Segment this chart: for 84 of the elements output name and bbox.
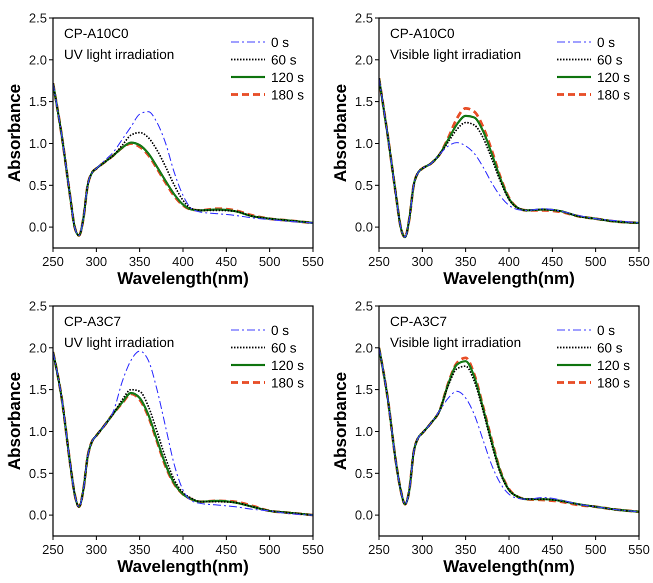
y-axis-title: Absorbance	[331, 84, 350, 182]
x-tick-label: 250	[42, 254, 64, 269]
x-tick-label: 300	[85, 542, 108, 557]
x-axis-title: Wavelength(nm)	[443, 269, 575, 288]
y-tick-label: 1.0	[354, 136, 373, 151]
y-tick-label: 1.0	[28, 136, 47, 151]
y-tick-label: 2.5	[28, 10, 47, 26]
y-tick-label: 2.0	[354, 340, 373, 356]
x-axis-title: Wavelength(nm)	[117, 557, 249, 576]
text: CP-A10C0	[390, 26, 455, 41]
legend-label: 0 s	[271, 323, 290, 338]
y-tick-label: 2.5	[354, 298, 373, 314]
y-tick-label: 2.0	[28, 340, 47, 356]
text: Visible light irradiation	[390, 335, 522, 350]
x-tick-label: 450	[541, 254, 564, 269]
x-tick-label: 300	[85, 254, 108, 269]
x-tick-label: 550	[628, 254, 650, 269]
legend-label: 60 s	[597, 340, 623, 356]
y-tick-label: 0.5	[354, 178, 373, 193]
x-tick-label: 400	[498, 542, 520, 557]
legend-label: 180 s	[271, 376, 304, 390]
y-tick-label: 0.5	[354, 466, 373, 481]
text: Visible light irradiation	[390, 47, 522, 62]
legend-label: 120 s	[597, 70, 630, 85]
y-axis-title: Absorbance	[331, 372, 350, 470]
legend-label: 60 s	[271, 52, 297, 68]
y-tick-label: 2.5	[28, 298, 47, 314]
y-tick-label: 2.0	[28, 52, 47, 68]
x-tick-label: 550	[302, 254, 324, 269]
x-tick-label: 300	[411, 254, 434, 269]
legend-label: 180 s	[597, 376, 630, 390]
y-tick-label: 0.0	[354, 220, 373, 235]
x-tick-label: 450	[541, 542, 564, 557]
x-tick-label: 250	[42, 542, 64, 557]
x-tick-label: 350	[454, 254, 477, 269]
x-tick-label: 300	[411, 542, 434, 557]
legend-label: 60 s	[271, 340, 297, 356]
text: CP-A10C0	[64, 26, 129, 41]
legend-label: 120 s	[271, 70, 304, 85]
x-axis-title: Wavelength(nm)	[443, 557, 575, 576]
y-axis-title: Absorbance	[5, 84, 24, 182]
y-tick-label: 2.0	[354, 52, 373, 68]
x-tick-label: 350	[128, 254, 151, 269]
x-tick-label: 400	[172, 542, 194, 557]
y-tick-label: 0.0	[28, 220, 47, 235]
y-tick-label: 1.5	[28, 94, 47, 110]
x-tick-label: 250	[368, 254, 390, 269]
x-tick-label: 450	[215, 542, 238, 557]
text: CP-A3C7	[390, 314, 448, 329]
legend-label: 120 s	[597, 358, 630, 373]
legend-label: 120 s	[271, 358, 304, 373]
y-tick-label: 2.5	[354, 10, 373, 26]
text: CP-A3C7	[64, 314, 122, 329]
legend-label: 60 s	[597, 52, 623, 68]
y-tick-label: 0.5	[28, 178, 47, 193]
y-tick-label: 0.0	[28, 508, 47, 523]
x-tick-label: 500	[584, 254, 607, 269]
x-tick-label: 400	[498, 254, 520, 269]
y-tick-label: 1.5	[28, 382, 47, 398]
y-tick-label: 0.5	[28, 466, 47, 481]
y-tick-label: 1.0	[28, 424, 47, 439]
x-tick-label: 250	[368, 542, 390, 557]
legend-label: 0 s	[271, 35, 290, 50]
y-tick-label: 1.5	[354, 382, 373, 398]
y-tick-label: 0.0	[354, 508, 373, 523]
x-tick-label: 350	[454, 542, 477, 557]
y-tick-label: 1.0	[354, 424, 373, 439]
x-tick-label: 500	[258, 542, 281, 557]
legend-label: 0 s	[597, 35, 616, 50]
legend-label: 180 s	[271, 88, 304, 102]
y-tick-label: 1.5	[354, 94, 373, 110]
x-tick-label: 350	[128, 542, 151, 557]
text: UV light irradiation	[64, 335, 174, 350]
y-axis-title: Absorbance	[5, 372, 24, 470]
x-axis-title: Wavelength(nm)	[117, 269, 249, 288]
x-tick-label: 500	[258, 254, 281, 269]
x-tick-label: 450	[215, 254, 238, 269]
x-tick-label: 400	[172, 254, 194, 269]
text: UV light irradiation	[64, 47, 174, 62]
x-tick-label: 500	[584, 542, 607, 557]
x-tick-label: 550	[628, 542, 650, 557]
x-tick-label: 550	[302, 542, 324, 557]
legend-label: 0 s	[597, 323, 616, 338]
legend-label: 180 s	[597, 88, 630, 102]
